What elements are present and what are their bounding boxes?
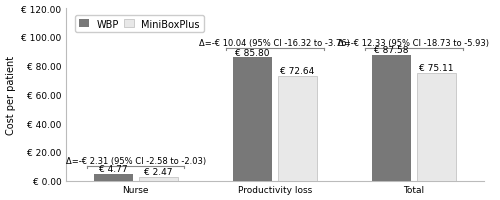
Bar: [233, 58, 272, 181]
Text: € 87.58: € 87.58: [374, 46, 409, 55]
Text: Δ=-€ 12.33 (95% CI -18.73 to -5.93): Δ=-€ 12.33 (95% CI -18.73 to -5.93): [338, 39, 490, 48]
Y-axis label: Cost per patient: Cost per patient: [6, 55, 16, 134]
Text: € 85.80: € 85.80: [236, 48, 270, 57]
Bar: [94, 174, 133, 181]
Text: Δ=-€ 10.04 (95% CI -16.32 to -3.76): Δ=-€ 10.04 (95% CI -16.32 to -3.76): [200, 39, 350, 48]
Text: € 72.64: € 72.64: [280, 67, 314, 76]
Bar: [417, 73, 456, 181]
Text: € 75.11: € 75.11: [419, 64, 454, 73]
Legend: WBP, MiniBoxPlus: WBP, MiniBoxPlus: [76, 16, 204, 33]
Text: Δ=-€ 2.31 (95% CI -2.58 to -2.03): Δ=-€ 2.31 (95% CI -2.58 to -2.03): [66, 157, 206, 166]
Text: € 2.47: € 2.47: [144, 167, 172, 176]
Bar: [278, 77, 316, 181]
Bar: [138, 177, 177, 181]
Text: € 4.77: € 4.77: [99, 164, 128, 173]
Bar: [372, 55, 411, 181]
